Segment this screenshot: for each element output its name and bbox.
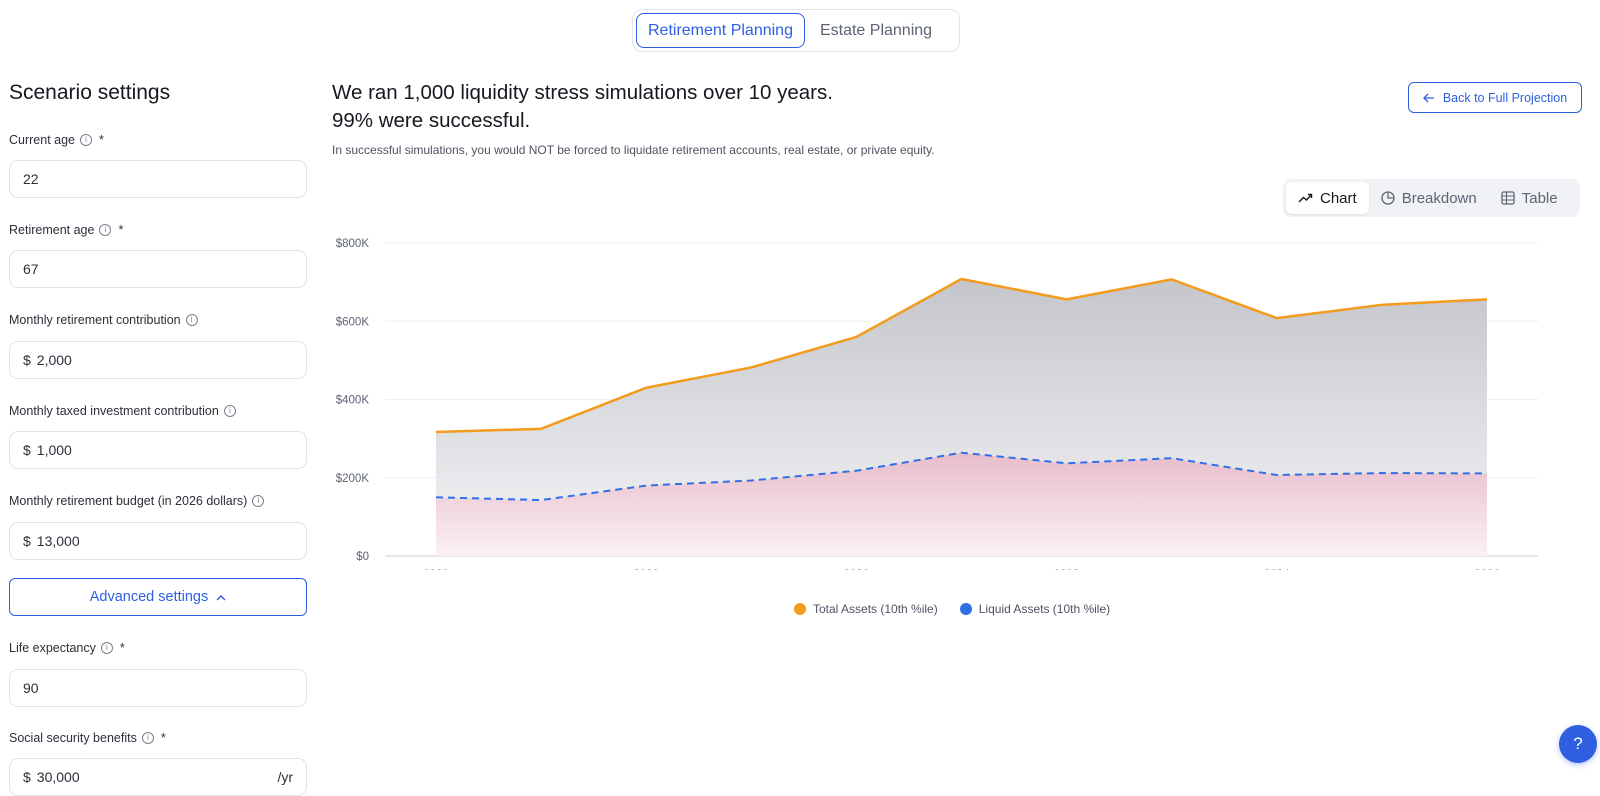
dollar-prefix: $: [23, 442, 31, 458]
info-icon[interactable]: i: [186, 314, 198, 326]
monthly-retirement-contribution-label-text: Monthly retirement contribution: [9, 313, 181, 327]
assets-chart: $0 $200K $400K $600K $800K 2026 2028 2030 2032 20…: [330, 230, 1582, 570]
panel-title: Scenario settings: [9, 81, 170, 105]
legend-dot-liquid: [960, 603, 972, 615]
tab-retirement-planning[interactable]: Retirement Planning: [636, 13, 805, 48]
headline-line-2: 99% were successful.: [332, 107, 833, 135]
view-tabs: Chart Breakdown Table: [1283, 179, 1580, 217]
monthly-budget-label: Monthly retirement budget (in 2026 dolla…: [9, 494, 264, 508]
chevron-up-icon: [216, 594, 226, 601]
monthly-taxed-contribution-label-text: Monthly taxed investment contribution: [9, 404, 219, 418]
required-marker: *: [99, 133, 104, 147]
legend-label-total: Total Assets (10th %ile): [813, 602, 938, 616]
per-year-suffix: /yr: [277, 769, 293, 785]
tab-breakdown[interactable]: Breakdown: [1369, 182, 1489, 214]
legend-item-total-assets[interactable]: Total Assets (10th %ile): [794, 602, 938, 616]
legend-label-liquid: Liquid Assets (10th %ile): [979, 602, 1110, 616]
dollar-prefix: $: [23, 769, 31, 785]
y-tick-label: $800K: [336, 238, 370, 250]
life-expectancy-value: 90: [23, 680, 39, 696]
advanced-settings-label: Advanced settings: [90, 589, 209, 605]
table-icon: [1501, 191, 1515, 205]
social-security-label-text: Social security benefits: [9, 731, 137, 745]
legend-item-liquid-assets[interactable]: Liquid Assets (10th %ile): [960, 602, 1110, 616]
x-tick-label: 2032: [1054, 569, 1080, 570]
social-security-value: 30,000: [37, 769, 80, 785]
y-tick-label: $600K: [336, 316, 370, 328]
monthly-budget-label-text: Monthly retirement budget (in 2026 dolla…: [9, 494, 247, 508]
current-age-value: 22: [23, 171, 39, 187]
monthly-taxed-contribution-value: 1,000: [37, 442, 72, 458]
retirement-age-input[interactable]: 67: [9, 250, 307, 288]
dollar-prefix: $: [23, 352, 31, 368]
planning-type-toggle: Retirement Planning Estate Planning: [632, 9, 960, 52]
tab-chart-label: Chart: [1320, 190, 1357, 207]
required-marker: *: [118, 223, 123, 237]
chart-legend: Total Assets (10th %ile) Liquid Assets (…: [794, 602, 1110, 616]
x-tick-label: 2028: [633, 569, 659, 570]
retirement-age-label-text: Retirement age: [9, 223, 94, 237]
y-tick-label: $200K: [336, 473, 370, 485]
tab-chart[interactable]: Chart: [1286, 182, 1369, 214]
assets-chart-svg: $0 $200K $400K $600K $800K 2026 2028 2030 2032 20…: [330, 230, 1582, 570]
advanced-settings-button[interactable]: Advanced settings: [9, 578, 307, 616]
dollar-prefix: $: [23, 533, 31, 549]
monthly-budget-value: 13,000: [37, 533, 80, 549]
monthly-taxed-contribution-label: Monthly taxed investment contribution i: [9, 404, 236, 418]
monthly-taxed-contribution-input[interactable]: $ 1,000: [9, 431, 307, 469]
trend-icon: [1298, 192, 1313, 204]
info-icon[interactable]: i: [101, 642, 113, 654]
current-age-label: Current age i *: [9, 133, 104, 147]
monthly-retirement-contribution-label: Monthly retirement contribution i: [9, 313, 198, 327]
tab-table-label: Table: [1522, 190, 1558, 207]
info-icon[interactable]: i: [142, 732, 154, 744]
monthly-budget-input[interactable]: $ 13,000: [9, 522, 307, 560]
current-age-label-text: Current age: [9, 133, 75, 147]
info-icon[interactable]: i: [99, 224, 111, 236]
tab-estate-planning[interactable]: Estate Planning: [809, 13, 943, 48]
y-tick-label: $0: [356, 551, 369, 563]
simulation-subline: In successful simulations, you would NOT…: [332, 143, 935, 157]
back-label: Back to Full Projection: [1443, 91, 1567, 105]
current-age-input[interactable]: 22: [9, 160, 307, 198]
back-to-full-projection-button[interactable]: Back to Full Projection: [1408, 82, 1582, 113]
simulation-headline: We ran 1,000 liquidity stress simulation…: [332, 79, 833, 135]
required-marker: *: [161, 731, 166, 745]
x-tick-label: 2026: [423, 569, 449, 570]
x-tick-label: 2034: [1264, 569, 1290, 570]
help-button[interactable]: ?: [1559, 725, 1597, 763]
tab-breakdown-label: Breakdown: [1402, 190, 1477, 207]
pie-icon: [1381, 191, 1395, 205]
social-security-label: Social security benefits i *: [9, 731, 166, 745]
info-icon[interactable]: i: [224, 405, 236, 417]
monthly-retirement-contribution-input[interactable]: $ 2,000: [9, 341, 307, 379]
required-marker: *: [120, 641, 125, 655]
y-tick-label: $400K: [336, 395, 370, 407]
life-expectancy-label-text: Life expectancy: [9, 641, 96, 655]
chart-areas: [436, 279, 1487, 556]
tab-table[interactable]: Table: [1489, 182, 1570, 214]
retirement-age-label: Retirement age i *: [9, 223, 123, 237]
life-expectancy-input[interactable]: 90: [9, 669, 307, 707]
monthly-retirement-contribution-value: 2,000: [37, 352, 72, 368]
info-icon[interactable]: i: [80, 134, 92, 146]
retirement-age-value: 67: [23, 261, 39, 277]
x-tick-label: 2030: [844, 569, 870, 570]
life-expectancy-label: Life expectancy i *: [9, 641, 125, 655]
headline-line-1: We ran 1,000 liquidity stress simulation…: [332, 79, 833, 107]
legend-dot-total: [794, 603, 806, 615]
social-security-input[interactable]: $ 30,000 /yr: [9, 758, 307, 796]
info-icon[interactable]: i: [252, 495, 264, 507]
arrow-left-icon: [1423, 93, 1435, 103]
x-tick-label: 2036: [1474, 569, 1500, 570]
